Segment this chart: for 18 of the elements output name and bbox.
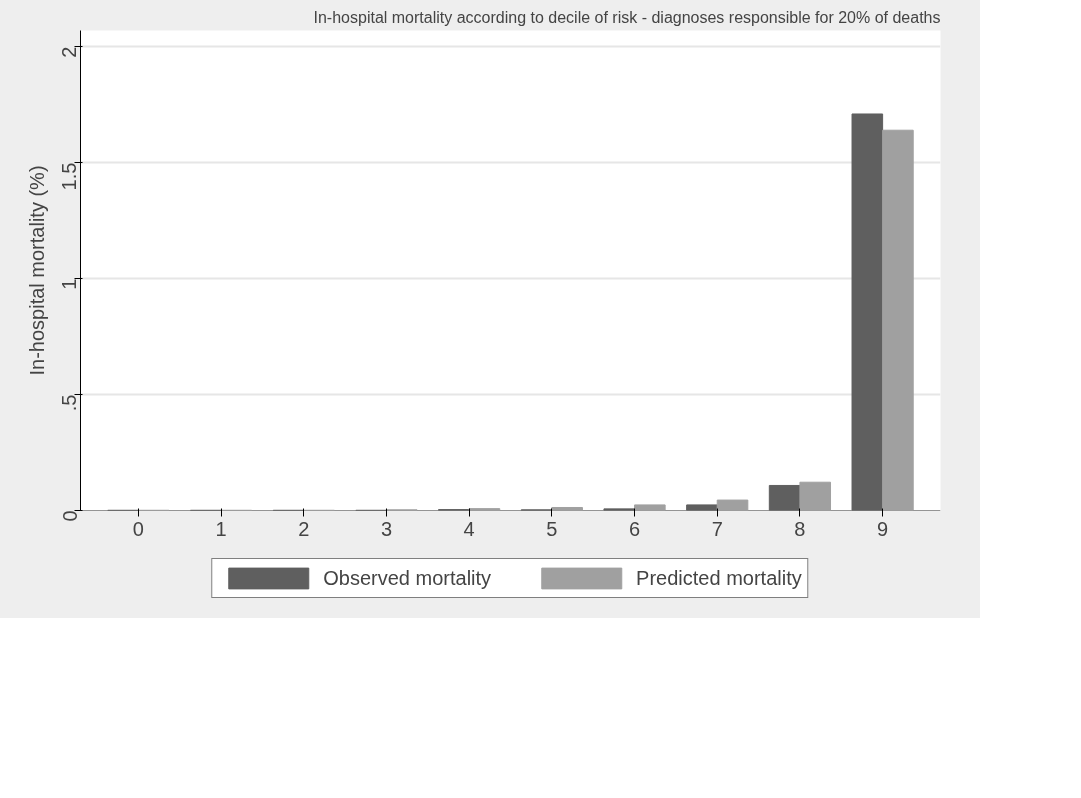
x-tick-label: 3 — [380, 517, 393, 540]
y-axis-title: In-hospital mortality (%) — [25, 165, 48, 376]
x-tick-label: 4 — [463, 517, 475, 540]
x-tick-label: 0 — [132, 517, 144, 540]
x-tick-label: 9 — [877, 517, 889, 540]
y-tick-label: 2 — [58, 46, 81, 58]
y-tick-label: 1.5 — [58, 162, 81, 191]
x-tick-label: 8 — [794, 517, 806, 540]
chart-title: In-hospital mortality according to decile of risk - diagnoses responsible for 20% of deaths — [313, 8, 941, 26]
y-tick-label: 1 — [58, 278, 81, 290]
legend-label: Predicted mortality — [636, 566, 802, 590]
y-tick-label: .5 — [58, 394, 81, 412]
x-tick-label: 1 — [215, 517, 227, 540]
x-tick-label: 2 — [298, 517, 310, 540]
legend-label: Observed mortality — [323, 566, 492, 590]
x-tick-label: 7 — [711, 517, 723, 540]
x-tick-label: 5 — [546, 517, 558, 540]
x-tick-label: 6 — [628, 517, 641, 540]
